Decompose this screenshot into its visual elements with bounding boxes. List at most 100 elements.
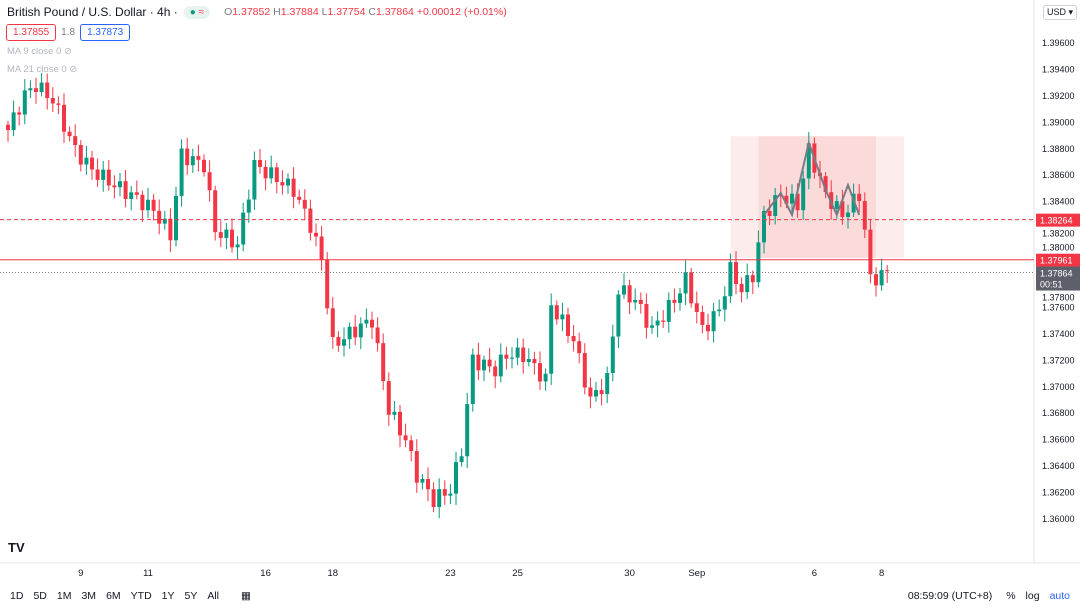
candle-body [297,196,302,200]
candle-body [616,294,621,337]
candle-body [174,195,178,241]
candle-body [218,232,223,238]
candle-body [426,478,430,490]
y-tick-label: 1.38000 [1042,243,1075,253]
candle-body [62,104,66,132]
candle-body [146,199,150,211]
candle-body [375,327,380,344]
candle-body [431,489,436,507]
candle-body [336,336,341,346]
candle-body [599,390,604,395]
sell-price-button[interactable]: 1.37855 [6,24,57,41]
candle-body [706,324,710,332]
candle-body [414,451,419,483]
candle-body [762,210,766,243]
candle-body [515,347,520,358]
range-1m[interactable]: 1M [56,589,72,602]
candle-body [157,210,162,224]
candle-body [101,169,106,180]
candle-body [347,326,352,340]
candle-body [386,381,391,415]
candle-body [17,112,22,115]
currency-select[interactable]: USD ▾ [1043,5,1078,20]
y-tick-label: 1.36000 [1042,514,1075,524]
candle-body [6,124,10,131]
candle-body [22,90,27,115]
candle-body [196,156,201,160]
candle-body [750,275,755,283]
candle-body [286,178,290,186]
range-5y[interactable]: 5Y [184,589,198,602]
price-chart[interactable]: 1.39600 1.39400 1.39200 1.39000 1.38800 1.386… [0,0,1080,583]
candle-body [526,359,531,363]
candle-body [868,229,873,275]
candle-body [498,354,503,377]
log-toggle[interactable]: log [1025,589,1040,602]
candle-body [840,201,845,217]
candle-body [795,193,800,211]
candle-body [162,218,167,224]
x-tick-label: 6 [812,568,817,579]
x-tick-label: 25 [512,568,523,579]
auto-toggle[interactable]: auto [1049,589,1070,602]
candle-body [437,489,442,507]
y-tick-label: 1.36600 [1042,435,1075,445]
y-tick-label: 1.36400 [1042,461,1075,471]
candle-body [73,136,78,146]
candle-body [554,305,559,320]
indicator-ma9[interactable]: MA 9 close 0 ⊘ [7,46,72,57]
candle-body [263,166,268,179]
candle-body [756,242,761,283]
candle-body [409,440,414,452]
market-status-badge[interactable]: ● ≈ [183,5,211,19]
indicator-ma21[interactable]: MA 21 close 0 ⊘ [7,64,78,75]
candle-body [594,390,598,397]
price-label: 1.37961 [1040,256,1073,266]
y-tick-label: 1.39200 [1042,91,1075,101]
candle-body [442,489,447,496]
range-ytd[interactable]: YTD [130,589,152,602]
candle-body [683,272,688,294]
hidden-eye-icon[interactable]: ⊘ [69,64,78,75]
candle-body [398,411,402,436]
calendar-icon[interactable]: ▦ [241,589,251,602]
candle-body [672,299,677,303]
clock-time[interactable]: 08:59:09 (UTC+8) [907,589,993,602]
buy-price-button[interactable]: 1.37873 [80,24,131,41]
candle-body [448,493,453,496]
candle-body [67,131,72,137]
price-label: 1.38264 [1040,216,1073,226]
candle-body [258,159,262,167]
range-all[interactable]: All [207,589,220,602]
candle-body [532,359,537,364]
y-tick-label: 1.37400 [1042,329,1075,339]
range-5d[interactable]: 5D [33,589,47,602]
y-tick-label: 1.39600 [1042,38,1075,48]
candle-body [605,372,610,395]
symbol-legend: British Pound / U.S. Dollar · 4h · ● ≈ O… [7,5,507,19]
candle-body [224,229,229,238]
candle-body [403,435,408,441]
candle-body [655,320,660,326]
hidden-eye-icon[interactable]: ⊘ [64,46,72,57]
percent-toggle[interactable]: % [1006,589,1016,602]
candle-body [622,285,626,295]
candle-body [252,159,257,200]
candle-body [773,195,778,216]
y-tick-label: 1.37000 [1042,382,1075,392]
candle-body [560,314,565,320]
range-6m[interactable]: 6M [106,589,121,602]
candle-body [168,218,173,241]
candle-body [56,103,61,105]
range-1d[interactable]: 1D [10,589,24,602]
range-3m[interactable]: 3M [81,589,97,602]
candle-body [370,319,374,328]
candle-body [134,192,139,195]
price-label: 1.37864 [1040,269,1073,279]
range-1y[interactable]: 1Y [161,589,175,602]
x-tick-label: 11 [143,568,153,579]
candle-body [235,244,240,248]
symbol-title[interactable]: British Pound / U.S. Dollar · 4h · [7,5,178,19]
candle-body [588,387,593,397]
candle-body [862,201,867,230]
